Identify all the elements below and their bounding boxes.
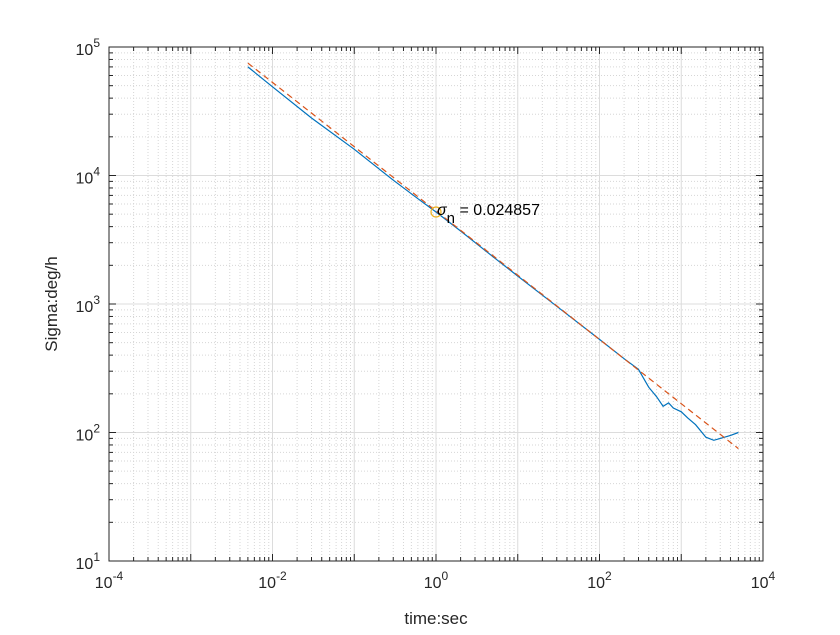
- x-tick-label: 104: [751, 569, 776, 592]
- y-tick-label: 101: [76, 550, 101, 573]
- x-tick-label: 10-4: [95, 569, 124, 592]
- series-line-2: [247, 62, 739, 450]
- y-tick-label: 103: [76, 293, 101, 316]
- y-axis-label: Sigma:deg/h: [42, 256, 61, 351]
- x-tick-label: 102: [587, 569, 612, 592]
- annotation-label: σn = 0.024857: [437, 202, 540, 227]
- series-line-1: [247, 66, 739, 441]
- y-tick-label: 105: [76, 36, 101, 59]
- x-axis-label: time:sec: [404, 609, 468, 628]
- y-tick-label: 102: [76, 422, 101, 445]
- annotation-marker: [430, 206, 442, 218]
- x-tick-label: 100: [424, 569, 449, 592]
- x-tick-label: 10-2: [258, 569, 287, 592]
- y-tick-label: 104: [76, 165, 101, 188]
